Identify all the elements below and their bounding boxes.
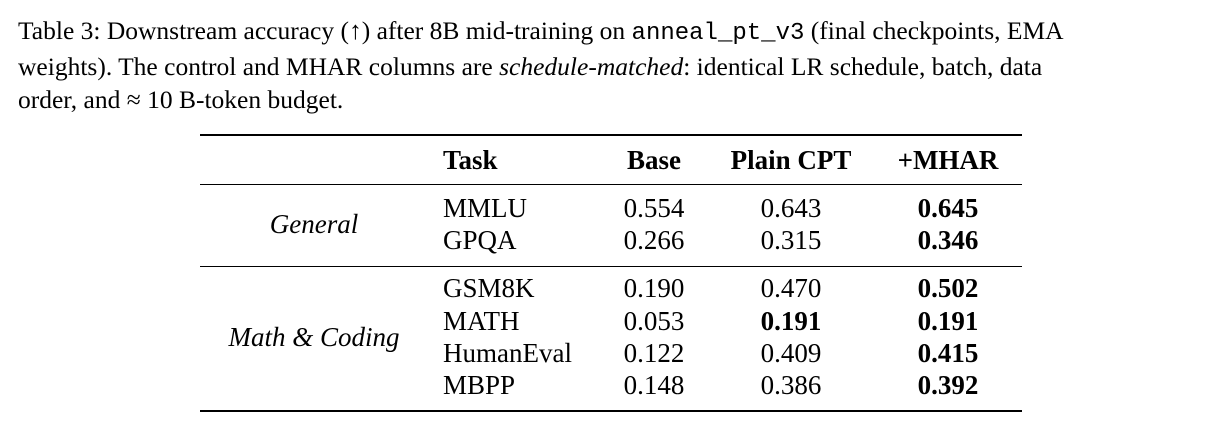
- caption-line-2: weights). The control and MHAR columns a…: [18, 50, 1210, 83]
- group-separator-rule: [200, 266, 1022, 267]
- row-task: GPQA: [443, 225, 517, 255]
- row-base: 0.122: [623, 338, 685, 368]
- row-base: 0.554: [623, 193, 685, 223]
- row-base: 0.053: [623, 306, 685, 336]
- row-mhar: 0.502: [917, 273, 979, 303]
- row-base: 0.190: [623, 273, 685, 303]
- header-plain-cpt: Plain CPT: [730, 145, 852, 175]
- row-plain-cpt: 0.386: [760, 370, 822, 400]
- row-task: HumanEval: [443, 338, 572, 368]
- header-base: Base: [627, 145, 681, 175]
- row-base: 0.266: [623, 225, 685, 255]
- row-plain-cpt: 0.409: [760, 338, 822, 368]
- row-plain-cpt: 0.470: [760, 273, 822, 303]
- row-base: 0.148: [623, 370, 685, 400]
- row-task: MBPP: [443, 370, 516, 400]
- row-plain-cpt: 0.643: [760, 193, 822, 223]
- row-mhar: 0.645: [917, 193, 979, 223]
- group-label-math-coding: Math & Coding: [228, 322, 400, 352]
- caption-text: order, and ≈ 10 B-token budget.: [18, 85, 344, 114]
- caption-emphasis: schedule-matched: [499, 52, 684, 81]
- row-mhar: 0.392: [917, 370, 979, 400]
- table-top-rule: [200, 134, 1022, 136]
- table-header-rule: [200, 184, 1022, 185]
- row-mhar: 0.346: [917, 225, 979, 255]
- row-mhar: 0.415: [917, 338, 979, 368]
- caption-text: : identical LR schedule, batch, data: [683, 52, 1043, 81]
- caption-text: Table 3: Downstream accuracy (↑) after 8…: [18, 16, 632, 45]
- row-task: GSM8K: [443, 273, 535, 303]
- header-mhar: +MHAR: [897, 145, 999, 175]
- table-bottom-rule: [200, 410, 1022, 412]
- caption-line-1: Table 3: Downstream accuracy (↑) after 8…: [18, 14, 1210, 50]
- header-task: Task: [443, 145, 498, 175]
- row-mhar: 0.191: [917, 306, 979, 336]
- caption-text: weights). The control and MHAR columns a…: [18, 52, 500, 81]
- caption-line-3: order, and ≈ 10 B-token budget.: [18, 83, 1210, 116]
- row-task: MATH: [443, 306, 520, 336]
- group-label-general: General: [269, 209, 359, 239]
- row-plain-cpt: 0.315: [760, 225, 822, 255]
- row-plain-cpt: 0.191: [760, 306, 822, 336]
- caption-text: (final checkpoints, EMA: [804, 16, 1064, 45]
- row-task: MMLU: [443, 193, 528, 223]
- table-caption: Table 3: Downstream accuracy (↑) after 8…: [18, 14, 1210, 116]
- caption-code: anneal_pt_v3: [631, 20, 805, 47]
